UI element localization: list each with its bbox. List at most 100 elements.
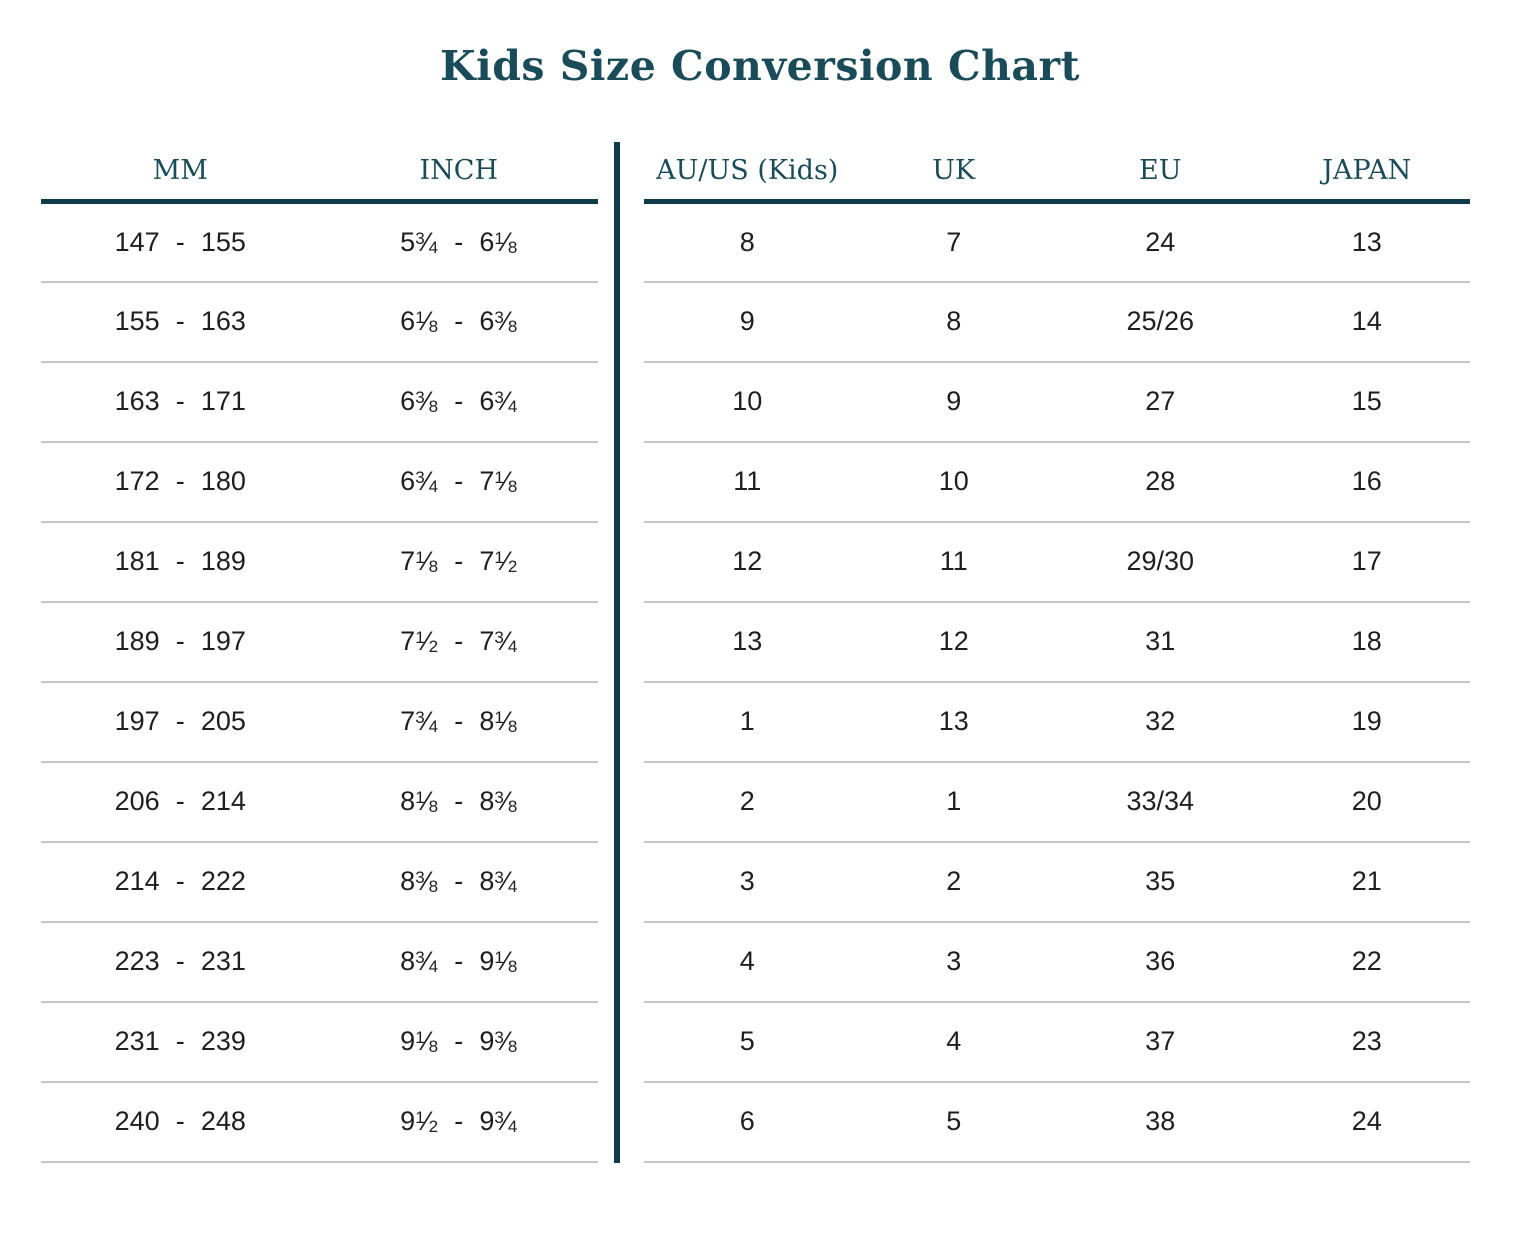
table-row: 8 7 24 13 xyxy=(644,201,1470,283)
cell: 14 xyxy=(1263,281,1470,363)
table-row: 13 12 31 18 xyxy=(644,601,1470,683)
cell: 10 xyxy=(644,361,851,443)
table-row: 4 3 36 22 xyxy=(644,921,1470,1003)
section-divider xyxy=(614,142,620,1163)
cell: 71⁄2 - 73⁄4 xyxy=(319,601,598,683)
cell: 29/30 xyxy=(1057,521,1264,603)
cell: 3 xyxy=(850,921,1057,1003)
cell: 71⁄8 - 71⁄2 xyxy=(319,521,598,603)
mm-inch-table: MM INCH 147 - 155 53⁄4 - 61⁄8 155 - 163 61⁄8… xyxy=(41,142,598,1163)
cell: 16 xyxy=(1263,441,1470,523)
cell: 24 xyxy=(1057,201,1264,283)
column-header: JAPAN xyxy=(1263,142,1470,204)
table-row: 3 2 35 21 xyxy=(644,841,1470,923)
table-row: 1 13 32 19 xyxy=(644,681,1470,763)
cell: 214 - 222 xyxy=(41,841,320,923)
table-row: 11 10 28 16 xyxy=(644,441,1470,523)
cell: 91⁄8 - 93⁄8 xyxy=(319,1001,598,1083)
cell: 33/34 xyxy=(1057,761,1264,843)
cell: 240 - 248 xyxy=(41,1081,320,1163)
cell: 83⁄4 - 91⁄8 xyxy=(319,921,598,1003)
cell: 13 xyxy=(850,681,1057,763)
cell: 18 xyxy=(1263,601,1470,683)
cell: 35 xyxy=(1057,841,1264,923)
cell: 73⁄4 - 81⁄8 xyxy=(319,681,598,763)
cell: 24 xyxy=(1263,1081,1470,1163)
table-row: 189 - 197 71⁄2 - 73⁄4 xyxy=(41,601,598,683)
table-row: 223 - 231 83⁄4 - 91⁄8 xyxy=(41,921,598,1003)
cell: 19 xyxy=(1263,681,1470,763)
cell: 1 xyxy=(644,681,851,763)
cell: 8 xyxy=(644,201,851,283)
table-row: 6 5 38 24 xyxy=(644,1081,1470,1163)
cell: 2 xyxy=(644,761,851,843)
table-row: 163 - 171 63⁄8 - 63⁄4 xyxy=(41,361,598,443)
cell: 27 xyxy=(1057,361,1264,443)
table-row: 206 - 214 81⁄8 - 83⁄8 xyxy=(41,761,598,843)
cell: 11 xyxy=(850,521,1057,603)
column-header: MM xyxy=(41,142,320,204)
table-row: 147 - 155 53⁄4 - 61⁄8 xyxy=(41,201,598,283)
cell: 181 - 189 xyxy=(41,521,320,603)
cell: 23 xyxy=(1263,1001,1470,1083)
cell: 83⁄8 - 83⁄4 xyxy=(319,841,598,923)
cell: 25/26 xyxy=(1057,281,1264,363)
cell: 17 xyxy=(1263,521,1470,603)
cell: 37 xyxy=(1057,1001,1264,1083)
cell: 155 - 163 xyxy=(41,281,320,363)
table-row: 214 - 222 83⁄8 - 83⁄4 xyxy=(41,841,598,923)
cell: 36 xyxy=(1057,921,1264,1003)
cell: 38 xyxy=(1057,1081,1264,1163)
cell: 189 - 197 xyxy=(41,601,320,683)
cell: 63⁄4 - 71⁄8 xyxy=(319,441,598,523)
column-header: EU xyxy=(1057,142,1264,204)
cell: 31 xyxy=(1057,601,1264,683)
cell: 3 xyxy=(644,841,851,923)
table-row: 197 - 205 73⁄4 - 81⁄8 xyxy=(41,681,598,763)
table-row: 2 1 33/34 20 xyxy=(644,761,1470,843)
cell: 10 xyxy=(850,441,1057,523)
cell: 1 xyxy=(850,761,1057,843)
cell: 4 xyxy=(644,921,851,1003)
cell: 147 - 155 xyxy=(41,201,320,283)
cell: 12 xyxy=(850,601,1057,683)
cell: 22 xyxy=(1263,921,1470,1003)
international-sizes-table: AU/US (Kids) UK EU JAPAN 8 7 24 13 9 8 25/26 14 10 9… xyxy=(644,142,1470,1163)
cell: 61⁄8 - 63⁄8 xyxy=(319,281,598,363)
table-row: 5 4 37 23 xyxy=(644,1001,1470,1083)
cell: 32 xyxy=(1057,681,1264,763)
cell: 81⁄8 - 83⁄8 xyxy=(319,761,598,843)
cell: 12 xyxy=(644,521,851,603)
table-row: 9 8 25/26 14 xyxy=(644,281,1470,363)
cell: 7 xyxy=(850,201,1057,283)
cell: 231 - 239 xyxy=(41,1001,320,1083)
page-title: Kids Size Conversion Chart xyxy=(440,42,1080,90)
cell: 28 xyxy=(1057,441,1264,523)
column-header: UK xyxy=(850,142,1057,204)
cell: 9 xyxy=(850,361,1057,443)
cell: 172 - 180 xyxy=(41,441,320,523)
cell: 8 xyxy=(850,281,1057,363)
cell: 5 xyxy=(850,1081,1057,1163)
cell: 91⁄2 - 93⁄4 xyxy=(319,1081,598,1163)
cell: 13 xyxy=(644,601,851,683)
table-row: 181 - 189 71⁄8 - 71⁄2 xyxy=(41,521,598,603)
cell: 6 xyxy=(644,1081,851,1163)
cell: 53⁄4 - 61⁄8 xyxy=(319,201,598,283)
column-header: INCH xyxy=(319,142,598,204)
cell: 5 xyxy=(644,1001,851,1083)
cell: 11 xyxy=(644,441,851,523)
cell: 197 - 205 xyxy=(41,681,320,763)
table-row: 172 - 180 63⁄4 - 71⁄8 xyxy=(41,441,598,523)
cell: 2 xyxy=(850,841,1057,923)
cell: 223 - 231 xyxy=(41,921,320,1003)
header-row: MM INCH xyxy=(41,142,598,204)
table-row: 231 - 239 91⁄8 - 93⁄8 xyxy=(41,1001,598,1083)
cell: 13 xyxy=(1263,201,1470,283)
table-row: 155 - 163 61⁄8 - 63⁄8 xyxy=(41,281,598,363)
table-row: 12 11 29/30 17 xyxy=(644,521,1470,603)
header-row: AU/US (Kids) UK EU JAPAN xyxy=(644,142,1470,204)
table-row: 10 9 27 15 xyxy=(644,361,1470,443)
cell: 4 xyxy=(850,1001,1057,1083)
